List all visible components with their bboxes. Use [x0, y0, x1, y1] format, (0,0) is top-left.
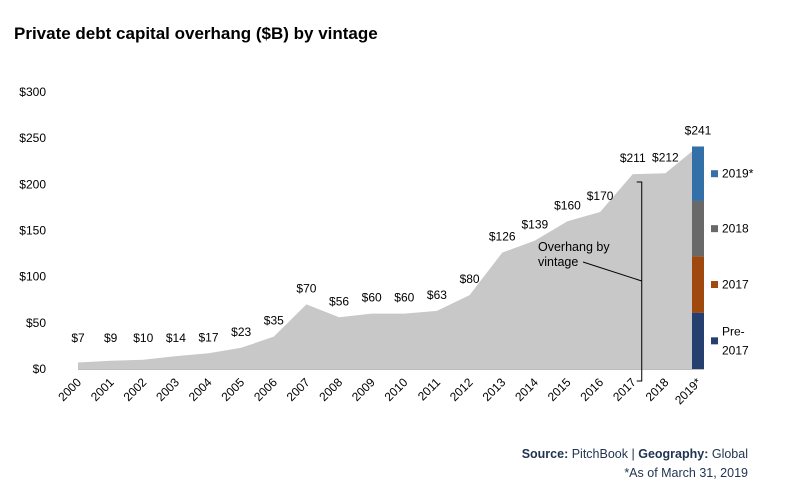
x-tick-label: 2010 [382, 375, 411, 404]
x-tick-label: 2012 [447, 375, 476, 404]
y-tick-label: $250 [19, 131, 46, 145]
x-tick-label: 2015 [545, 375, 574, 404]
data-label: $60 [394, 291, 414, 305]
x-tick-label: 2001 [88, 375, 117, 404]
data-label: $160 [554, 198, 581, 212]
data-label: $211 [620, 151, 646, 165]
x-tick-label: 2009 [349, 375, 378, 404]
legend-label: 2017 [722, 278, 749, 292]
chart-title: Private debt capital overhang ($B) by vi… [14, 24, 378, 43]
data-label: $170 [587, 189, 614, 203]
x-tick-label: 2005 [218, 375, 247, 404]
legend-label: 2019* [722, 167, 754, 181]
legend: Pre- 2017 2017 2018 2019* [711, 167, 754, 357]
annotation-text: vintage [538, 255, 578, 269]
x-tick-label: 2007 [284, 375, 313, 404]
area-series [78, 146, 698, 369]
data-label: $7 [71, 331, 85, 345]
stack-segment [692, 312, 704, 369]
stack-segment [692, 146, 704, 201]
y-tick-label: $150 [19, 224, 46, 238]
data-label: $23 [231, 325, 251, 339]
y-tick-label: $300 [19, 85, 46, 99]
source-label: Source: [521, 447, 569, 461]
y-tick-label: $50 [26, 316, 46, 330]
area-layer [78, 146, 698, 369]
data-label: $139 [521, 218, 548, 232]
source-separator: | [631, 447, 635, 461]
data-label: $212 [652, 150, 679, 164]
x-tick-label: 2003 [153, 375, 182, 404]
stack-segment [692, 200, 704, 257]
data-label: $126 [489, 230, 516, 244]
x-tick-label: 2018 [643, 375, 672, 404]
stack-segment [692, 256, 704, 313]
data-label: $10 [133, 331, 153, 345]
x-tick-label: 2008 [316, 375, 345, 404]
y-tick-label: $0 [33, 362, 47, 376]
data-label: $80 [460, 272, 480, 286]
annotation-pointer [582, 261, 642, 282]
data-label: $241 [685, 123, 712, 137]
x-tick-label: 2011 [415, 375, 443, 403]
data-label: $35 [264, 314, 284, 328]
x-tick-label: 2004 [186, 375, 215, 404]
data-label: $17 [199, 330, 219, 344]
y-tick-label: $200 [19, 177, 46, 191]
data-label: $60 [362, 291, 382, 305]
x-tick-label: 2014 [512, 375, 541, 404]
data-labels: $7 $9 $10 $14 $17 $23 $35 $70 $56 $60 $60 $63 $80 $12… [71, 123, 711, 345]
x-tick-label: 2019* [672, 375, 704, 407]
x-axis: 2000 2001 2002 2003 2004 2005 2006 2007 2008 2009… [55, 369, 704, 407]
legend-swatch [711, 225, 718, 233]
data-label: $63 [427, 288, 447, 302]
x-tick-label: 2017 [610, 375, 639, 404]
bracket-line [636, 181, 643, 382]
source-line: Source: PitchBook | Geography: Global [522, 447, 748, 461]
annotation-text: Overhang by [538, 240, 610, 254]
legend-label: Pre- [722, 324, 745, 338]
legend-swatch [711, 337, 718, 345]
x-tick-label: 2013 [480, 375, 509, 404]
footnote: *As of March 31, 2019 [624, 466, 748, 480]
legend-swatch [711, 170, 718, 178]
legend-label: 2017 [722, 343, 749, 357]
data-label: $14 [166, 331, 186, 345]
geography-value: Global [711, 447, 748, 461]
data-label: $70 [296, 281, 316, 295]
data-label: $56 [329, 294, 349, 308]
legend-swatch [711, 281, 718, 289]
x-tick-label: 2002 [121, 375, 150, 404]
y-axis: $0 $50 $100 $150 $200 $250 $300 [19, 85, 46, 376]
x-tick-label: 2006 [251, 375, 280, 404]
source-value: PitchBook [571, 447, 628, 461]
data-label: $9 [104, 331, 118, 345]
geography-label: Geography: [638, 447, 709, 461]
legend-label: 2018 [722, 222, 749, 236]
x-tick-label: 2000 [55, 375, 84, 404]
y-tick-label: $100 [19, 270, 46, 284]
x-tick-label: 2016 [577, 375, 606, 404]
stacked-bar [692, 146, 704, 369]
